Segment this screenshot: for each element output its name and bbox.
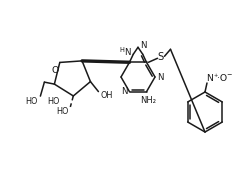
Text: HO: HO [56, 108, 68, 116]
Text: N: N [121, 87, 128, 96]
Text: N: N [207, 73, 214, 83]
Text: O: O [51, 66, 59, 75]
Text: S: S [157, 52, 164, 62]
Text: ·O: ·O [217, 73, 227, 83]
Text: NH₂: NH₂ [140, 96, 156, 105]
Text: N: N [124, 48, 130, 57]
Text: +: + [214, 73, 218, 78]
Text: N: N [157, 73, 163, 82]
Text: N: N [140, 41, 146, 50]
Text: −: − [226, 72, 231, 78]
Text: OH: OH [100, 91, 113, 100]
Text: HO: HO [25, 97, 37, 106]
Text: H: H [120, 47, 125, 53]
Text: HO: HO [47, 98, 59, 106]
